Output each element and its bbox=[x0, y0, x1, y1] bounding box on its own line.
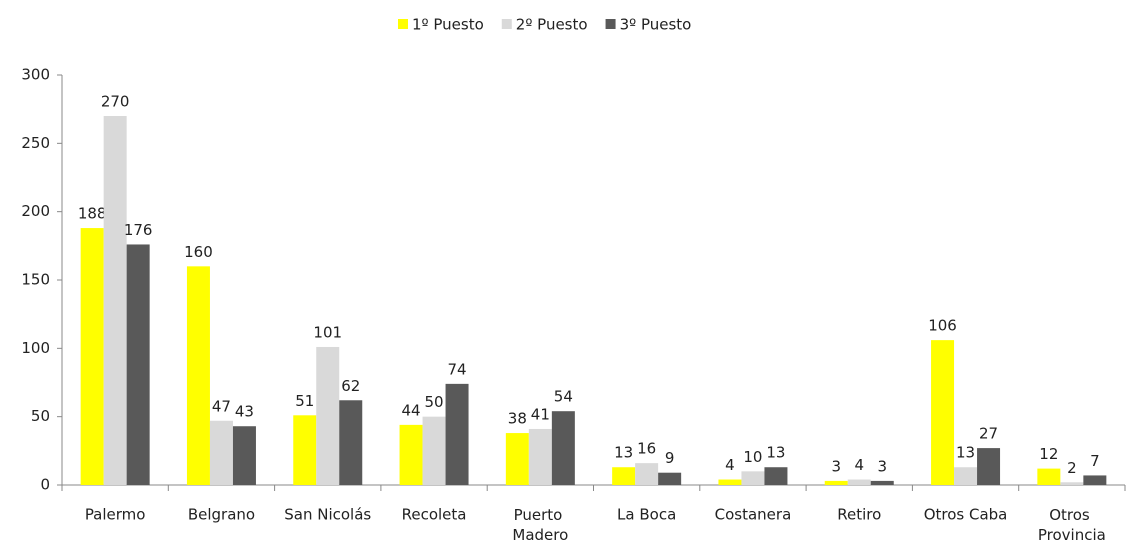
value-label: 54 bbox=[554, 388, 573, 406]
bar bbox=[505, 433, 529, 485]
y-tick-label: 50 bbox=[31, 407, 50, 425]
legend-label: 3º Puesto bbox=[620, 16, 692, 34]
value-label: 47 bbox=[212, 397, 231, 415]
x-tick-label-line: Provincia bbox=[1038, 526, 1106, 544]
x-tick-label: Otros Provincia bbox=[1038, 506, 1106, 544]
value-label: 50 bbox=[425, 393, 444, 411]
bar bbox=[824, 480, 848, 485]
bar bbox=[186, 266, 210, 485]
x-tick-label: La Boca bbox=[617, 506, 676, 524]
value-label: 13 bbox=[956, 444, 975, 462]
x-tick-label: Retiro bbox=[837, 506, 881, 524]
value-label: 16 bbox=[637, 440, 656, 458]
bar bbox=[847, 479, 871, 485]
y-tick-label: 150 bbox=[21, 271, 50, 289]
value-label: 27 bbox=[979, 425, 998, 443]
bar bbox=[551, 411, 575, 485]
value-label: 101 bbox=[313, 323, 342, 341]
x-tick-label-line: Otros bbox=[1049, 506, 1094, 524]
bar bbox=[1037, 468, 1061, 485]
bar bbox=[954, 467, 978, 485]
legend-label: 1º Puesto bbox=[412, 16, 484, 34]
bar bbox=[635, 463, 659, 485]
value-label: 160 bbox=[184, 243, 213, 261]
value-label: 7 bbox=[1090, 452, 1100, 470]
bar bbox=[126, 244, 150, 485]
value-label: 43 bbox=[235, 403, 254, 421]
value-label: 44 bbox=[402, 401, 421, 419]
x-tick-label-line: Puerto bbox=[514, 506, 568, 524]
bar bbox=[1083, 475, 1107, 485]
bar bbox=[1060, 482, 1084, 485]
bar bbox=[103, 116, 127, 485]
legend-label: 2º Puesto bbox=[516, 16, 588, 34]
bar bbox=[422, 416, 446, 485]
value-label: 9 bbox=[665, 449, 675, 467]
legend-swatch bbox=[605, 19, 616, 29]
bar bbox=[977, 448, 1001, 485]
x-tick-label: Palermo bbox=[85, 506, 146, 524]
value-label: 176 bbox=[124, 221, 153, 239]
bar bbox=[399, 424, 423, 485]
bar bbox=[658, 472, 682, 485]
bar bbox=[612, 467, 636, 485]
value-label: 38 bbox=[508, 410, 527, 428]
bar bbox=[764, 467, 788, 485]
value-label: 12 bbox=[1039, 445, 1058, 463]
value-label: 13 bbox=[614, 444, 633, 462]
value-label: 188 bbox=[78, 205, 107, 223]
value-label: 10 bbox=[743, 448, 762, 466]
bar bbox=[718, 479, 742, 485]
x-tick-label: Otros Caba bbox=[924, 506, 1008, 524]
y-tick-label: 0 bbox=[40, 476, 50, 494]
bar bbox=[870, 480, 894, 485]
x-tick-label: Puerto Madero bbox=[512, 506, 568, 544]
y-tick-label: 300 bbox=[21, 66, 50, 84]
value-label: 3 bbox=[831, 457, 841, 475]
value-label: 4 bbox=[725, 456, 735, 474]
value-label: 62 bbox=[341, 377, 360, 395]
bar bbox=[316, 346, 340, 485]
bar bbox=[339, 400, 363, 485]
bar bbox=[445, 383, 469, 485]
value-label: 4 bbox=[854, 456, 864, 474]
legend-swatch bbox=[398, 19, 408, 29]
x-tick-label-line: Madero bbox=[512, 526, 568, 544]
x-tick-label: Recoleta bbox=[402, 506, 467, 524]
bar bbox=[293, 415, 317, 485]
bar bbox=[232, 426, 256, 485]
x-tick-label: Belgrano bbox=[188, 506, 255, 524]
x-tick-label: San Nicolás bbox=[284, 506, 371, 524]
value-label: 74 bbox=[448, 360, 467, 378]
bar bbox=[209, 420, 233, 485]
value-label: 2 bbox=[1067, 459, 1077, 477]
bar bbox=[741, 471, 765, 485]
bar bbox=[80, 228, 104, 486]
value-label: 51 bbox=[295, 392, 314, 410]
value-label: 3 bbox=[877, 457, 887, 475]
bar bbox=[528, 428, 552, 485]
y-tick-label: 100 bbox=[21, 339, 50, 357]
x-tick-label: Costanera bbox=[715, 506, 792, 524]
value-label: 270 bbox=[101, 93, 130, 111]
value-label: 106 bbox=[928, 317, 957, 335]
legend-swatch bbox=[501, 19, 512, 29]
value-label: 41 bbox=[531, 405, 550, 423]
y-tick-label: 200 bbox=[21, 202, 50, 220]
bar bbox=[931, 340, 955, 485]
y-tick-label: 250 bbox=[21, 134, 50, 152]
value-label: 13 bbox=[766, 444, 785, 462]
